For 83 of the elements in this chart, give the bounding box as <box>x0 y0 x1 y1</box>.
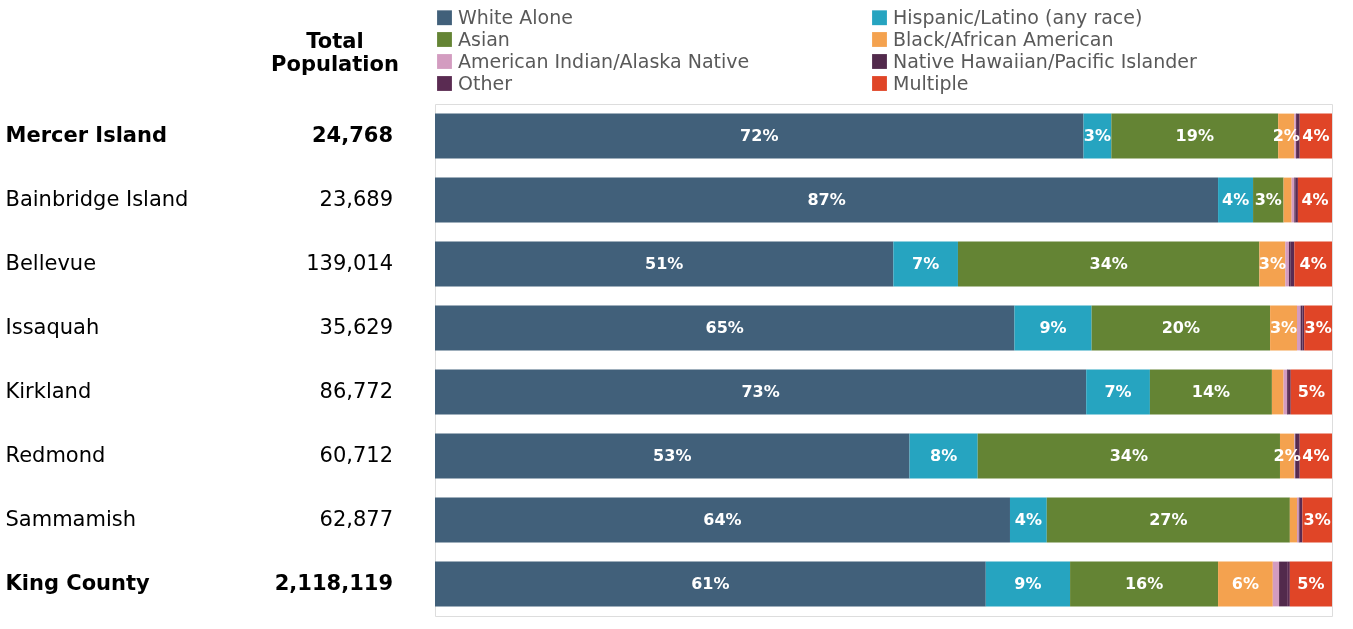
bar <box>435 497 1010 543</box>
bar <box>1218 561 1273 607</box>
data-label: 7% <box>1104 382 1132 401</box>
data-label: 34% <box>1089 254 1128 273</box>
legend-label: Asian <box>458 27 510 50</box>
bar <box>435 369 1087 415</box>
legend-label: White Alone <box>458 5 573 28</box>
data-label: 87% <box>807 190 846 209</box>
y-tick-label: King County <box>5 571 151 595</box>
data-label: 73% <box>741 382 780 401</box>
bar <box>909 433 978 479</box>
data-label: 9% <box>1014 574 1042 593</box>
y-tick-label: Sammamish <box>5 507 137 531</box>
bar <box>1289 497 1298 543</box>
data-label: 34% <box>1109 446 1148 465</box>
legend-label: Other <box>458 71 513 94</box>
text: 139,014 <box>306 251 393 275</box>
y-tick-label: Mercer Island <box>5 123 168 147</box>
text: 2,118,119 <box>274 571 393 595</box>
text: 86,772 <box>319 379 393 403</box>
text: 24,768 <box>311 123 393 147</box>
text: 62,877 <box>319 507 393 531</box>
data-label: 19% <box>1175 126 1214 145</box>
data-label: 4% <box>1014 510 1042 529</box>
data-label: 3% <box>1303 510 1331 529</box>
bar <box>435 113 1084 159</box>
data-label: 27% <box>1149 510 1188 529</box>
data-label: 65% <box>705 318 744 337</box>
data-label: 8% <box>930 446 958 465</box>
y-tick-label: Issaquah <box>5 315 100 339</box>
data-label: 61% <box>691 574 730 593</box>
bar <box>1272 561 1280 607</box>
data-label: 20% <box>1161 318 1200 337</box>
bar <box>1279 561 1288 607</box>
data-label: 3% <box>1254 190 1282 209</box>
data-label: 64% <box>703 510 742 529</box>
data-label: 4% <box>1221 190 1250 209</box>
text: Total Population <box>271 29 399 76</box>
bar <box>893 241 958 287</box>
bar <box>1149 369 1272 415</box>
bar <box>435 433 910 479</box>
bar <box>1271 369 1284 415</box>
data-label: 14% <box>1191 382 1231 401</box>
bar <box>1091 305 1271 351</box>
data-label: 6% <box>1231 574 1260 593</box>
data-label: 16% <box>1124 574 1164 593</box>
bar <box>1014 305 1092 351</box>
data-label: 3% <box>1083 126 1112 145</box>
data-label: 3% <box>1304 318 1332 337</box>
legend-label: American Indian/Alaska Native <box>458 49 750 72</box>
legend-label: Native Hawaiian/Pacific Islander <box>893 49 1197 72</box>
y-tick-label: Bainbridge Island <box>5 187 189 211</box>
legend-label: Multiple <box>893 71 969 94</box>
data-label: 4% <box>1301 190 1329 209</box>
bar <box>985 561 1071 607</box>
y-tick-label: Kirkland <box>5 379 92 403</box>
text: 60,712 <box>319 443 393 467</box>
bar <box>435 177 1219 223</box>
data-label: 51% <box>645 254 684 273</box>
bar <box>1046 497 1290 543</box>
text: 23,689 <box>319 187 393 211</box>
bar <box>957 241 1260 287</box>
bar <box>435 241 894 287</box>
legend-label: Hispanic/Latino (any race) <box>893 5 1143 28</box>
y-tick-label: Bellevue <box>5 251 97 275</box>
bar <box>1283 177 1292 223</box>
data-label: 5% <box>1297 574 1325 593</box>
bar <box>435 561 986 607</box>
data-label: 4% <box>1302 446 1330 465</box>
data-label: 7% <box>912 254 940 273</box>
y-tick-label: Redmond <box>5 443 106 467</box>
data-label: 4% <box>1302 126 1330 145</box>
legend-label: Black/African American <box>893 27 1114 50</box>
data-label: 4% <box>1299 254 1327 273</box>
data-label: 53% <box>653 446 692 465</box>
data-label: 5% <box>1297 382 1325 401</box>
bar <box>435 305 1015 351</box>
bar <box>1070 561 1219 607</box>
data-label: 72% <box>740 126 779 145</box>
data-label: 3% <box>1269 318 1298 337</box>
bar <box>1086 369 1150 415</box>
data-label: 9% <box>1039 318 1067 337</box>
text: 35,629 <box>319 315 393 339</box>
